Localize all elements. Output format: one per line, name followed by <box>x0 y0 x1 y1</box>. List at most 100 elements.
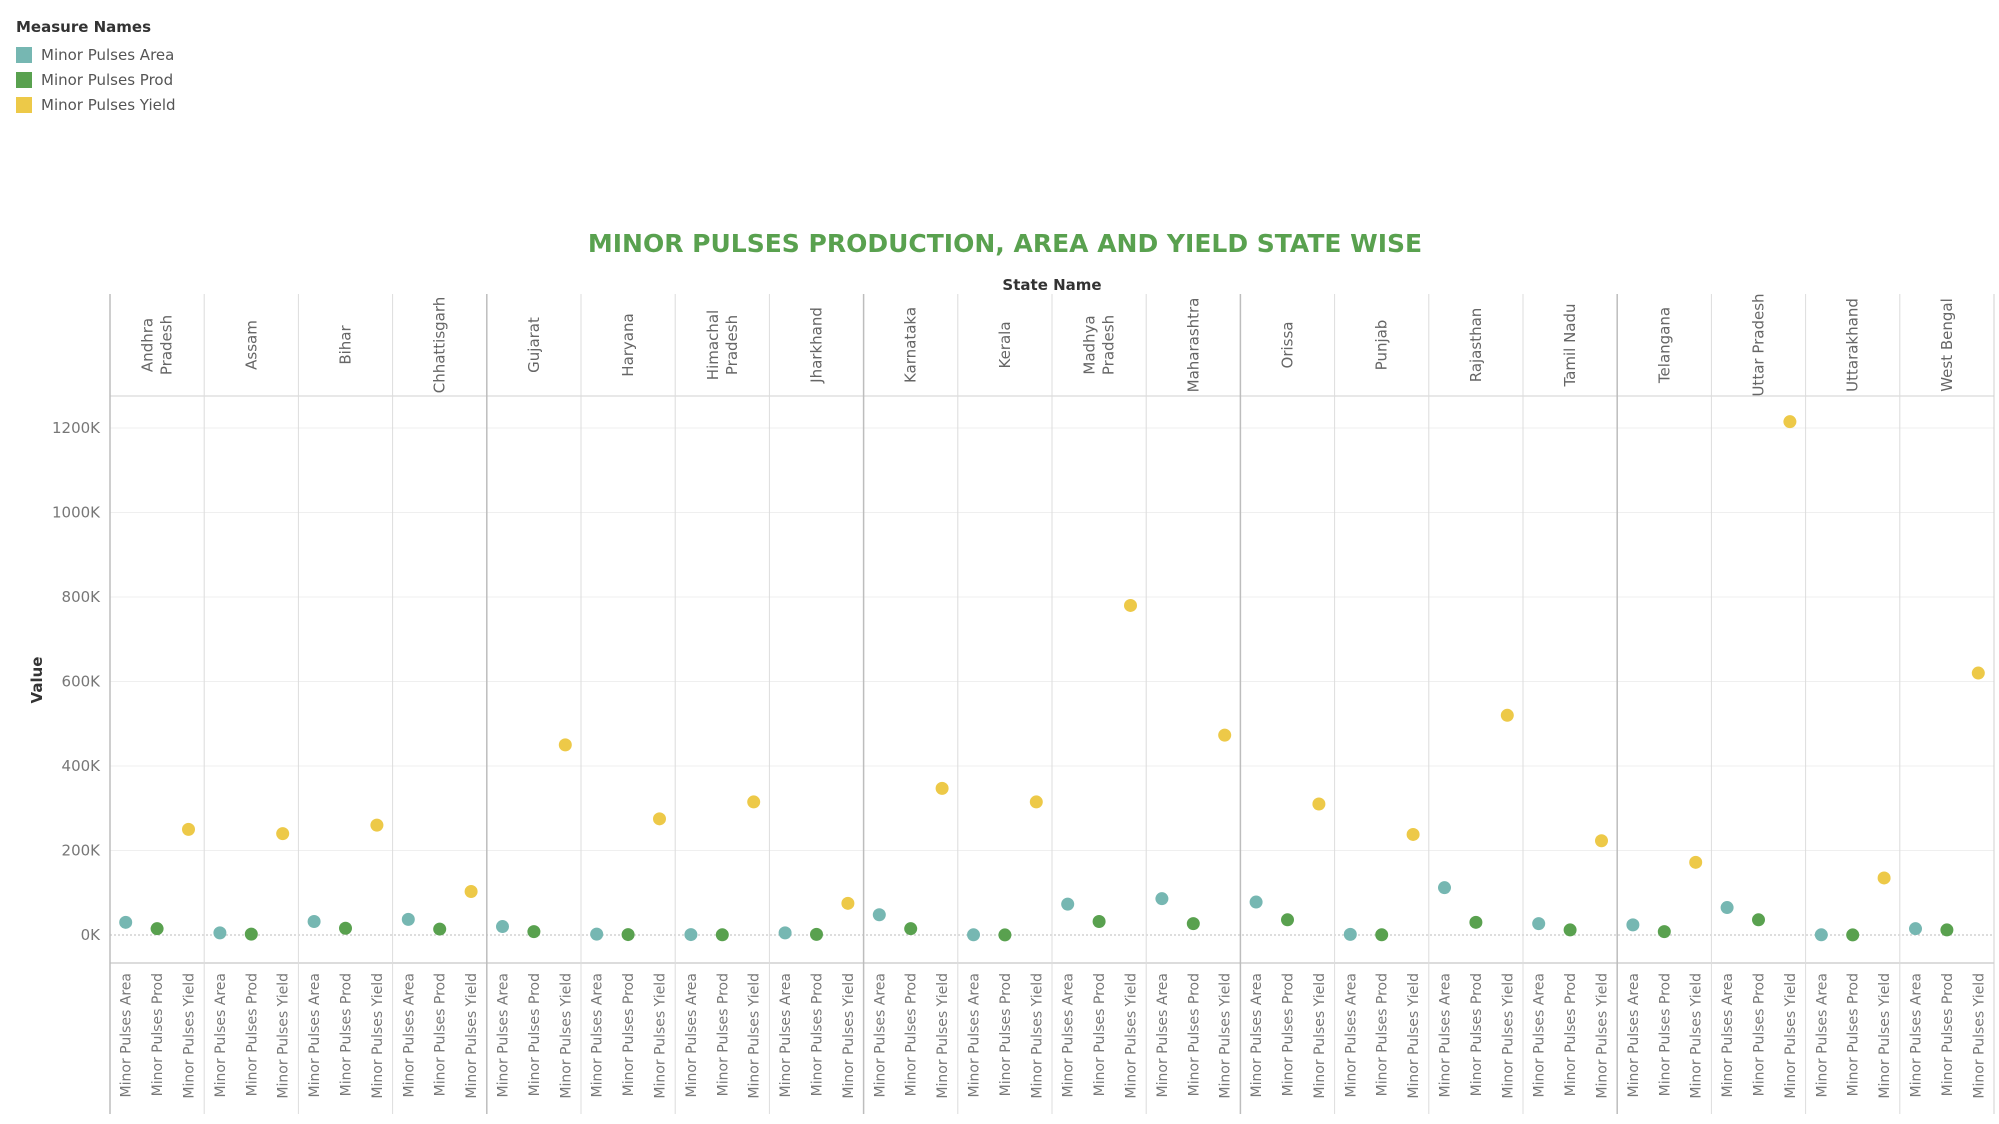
data-point <box>1438 881 1451 895</box>
data-point <box>590 927 604 941</box>
data-point <box>1375 928 1389 942</box>
measure-label: Minor Pulses Area <box>1249 973 1265 1097</box>
legend-item-prod[interactable]: Minor Pulses Prod <box>16 67 176 92</box>
data-point <box>1029 795 1043 809</box>
measure-label: Minor Pulses Prod <box>339 973 355 1096</box>
measure-label: Minor Pulses Area <box>1909 973 1925 1097</box>
state-header: Chhattisgarh <box>431 297 449 394</box>
data-point <box>998 928 1012 942</box>
measure-label: Minor Pulses Yield <box>747 973 763 1099</box>
measure-label: Minor Pulses Area <box>307 973 323 1097</box>
data-point <box>1720 901 1734 915</box>
data-point <box>1124 598 1137 612</box>
legend-item-yield[interactable]: Minor Pulses Yield <box>16 92 176 117</box>
measure-label: Minor Pulses Yield <box>558 973 574 1099</box>
measure-label: Minor Pulses Yield <box>1971 973 1987 1099</box>
data-point <box>182 822 195 836</box>
measure-label: Minor Pulses Yield <box>1218 973 1234 1099</box>
y-tick-label: 800K <box>62 588 102 606</box>
measure-label: Minor Pulses Yield <box>464 973 480 1099</box>
state-header: Jharkhand <box>808 307 826 384</box>
y-tick-label: 0K <box>81 926 102 944</box>
measure-label: Minor Pulses Prod <box>1752 973 1768 1096</box>
data-point <box>778 926 792 940</box>
state-header: Telangana <box>1655 307 1673 384</box>
measure-label: Minor Pulses Area <box>1720 973 1736 1097</box>
measure-label: Minor Pulses Prod <box>1375 973 1391 1096</box>
measure-label: Minor Pulses Prod <box>1657 973 1673 1096</box>
y-tick-label: 600K <box>62 673 102 691</box>
measure-label: Minor Pulses Area <box>1061 973 1077 1097</box>
data-point <box>1971 666 1985 680</box>
data-point <box>464 884 478 898</box>
measure-label: Minor Pulses Area <box>1155 973 1171 1097</box>
data-point <box>621 928 635 942</box>
data-point <box>370 818 384 832</box>
measure-label: Minor Pulses Prod <box>1469 973 1485 1096</box>
data-point <box>244 927 258 941</box>
measure-label: Minor Pulses Yield <box>370 973 386 1099</box>
state-header: Haryana <box>619 313 637 376</box>
data-point <box>935 781 949 795</box>
data-point <box>715 928 729 942</box>
measure-label: Minor Pulses Prod <box>998 973 1014 1096</box>
state-header: Assam <box>242 320 260 370</box>
data-point <box>1657 925 1671 939</box>
y-axis-label: Value <box>28 657 46 704</box>
state-header: Punjab <box>1373 320 1391 371</box>
measure-label: Minor Pulses Area <box>496 973 512 1097</box>
data-point <box>1186 917 1200 931</box>
legend: Measure Names Minor Pulses Area Minor Pu… <box>16 18 176 117</box>
measure-label: Minor Pulses Prod <box>1186 973 1202 1096</box>
column-header: State Name <box>1002 276 1101 294</box>
measure-label: Minor Pulses Area <box>1438 973 1454 1097</box>
data-point <box>307 914 321 928</box>
measure-label: Minor Pulses Yield <box>1124 973 1140 1099</box>
data-point <box>496 920 509 934</box>
data-point <box>747 795 761 809</box>
state-header: AndhraPradesh <box>139 315 176 375</box>
state-header: Uttarakhand <box>1844 298 1862 392</box>
legend-label-area: Minor Pulses Area <box>41 45 175 64</box>
data-point <box>1469 915 1483 929</box>
legend-title: Measure Names <box>16 18 152 36</box>
measure-label: Minor Pulses Area <box>119 973 135 1097</box>
legend-label-yield: Minor Pulses Yield <box>41 95 176 114</box>
data-point <box>1281 913 1294 927</box>
measure-label: Minor Pulses Yield <box>653 973 669 1099</box>
measure-label: Minor Pulses Area <box>872 973 888 1097</box>
measure-label: Minor Pulses Prod <box>150 973 166 1096</box>
state-header: MadhyaPradesh <box>1081 315 1118 375</box>
measure-label: Minor Pulses Prod <box>810 973 826 1096</box>
measure-label: Minor Pulses Yield <box>1783 973 1799 1099</box>
measure-label: Minor Pulses Yield <box>1595 973 1611 1099</box>
data-point <box>904 922 918 936</box>
data-point <box>1783 415 1797 429</box>
y-tick-label: 1200K <box>52 419 101 437</box>
data-point <box>1500 708 1514 722</box>
data-point <box>1218 728 1232 742</box>
data-point <box>150 922 164 936</box>
chart-title: MINOR PULSES PRODUCTION, AREA AND YIELD … <box>588 229 1422 258</box>
state-header: Gujarat <box>525 317 543 373</box>
y-tick-label: 400K <box>62 757 102 775</box>
measure-label: Minor Pulses Prod <box>621 973 637 1096</box>
data-point <box>1092 914 1106 928</box>
measure-label: Minor Pulses Yield <box>182 973 198 1099</box>
legend-item-area[interactable]: Minor Pulses Area <box>16 42 176 67</box>
measure-label: Minor Pulses Prod <box>1940 973 1956 1096</box>
measure-label: Minor Pulses Yield <box>276 973 292 1099</box>
state-header: HimachalPradesh <box>704 310 741 380</box>
data-point <box>1249 895 1263 909</box>
state-header: West Bengal <box>1938 298 1956 392</box>
measure-label: Minor Pulses Prod <box>1281 973 1297 1096</box>
measure-label: Minor Pulses Area <box>684 973 700 1097</box>
measure-label: Minor Pulses Prod <box>904 973 920 1096</box>
measure-label: Minor Pulses Yield <box>1689 973 1705 1099</box>
data-point <box>339 921 352 935</box>
measure-label: Minor Pulses Area <box>590 973 606 1097</box>
state-header: Tamil Nadu <box>1561 303 1579 387</box>
state-header: Karnataka <box>902 307 920 383</box>
measure-label: Minor Pulses Area <box>967 973 983 1097</box>
